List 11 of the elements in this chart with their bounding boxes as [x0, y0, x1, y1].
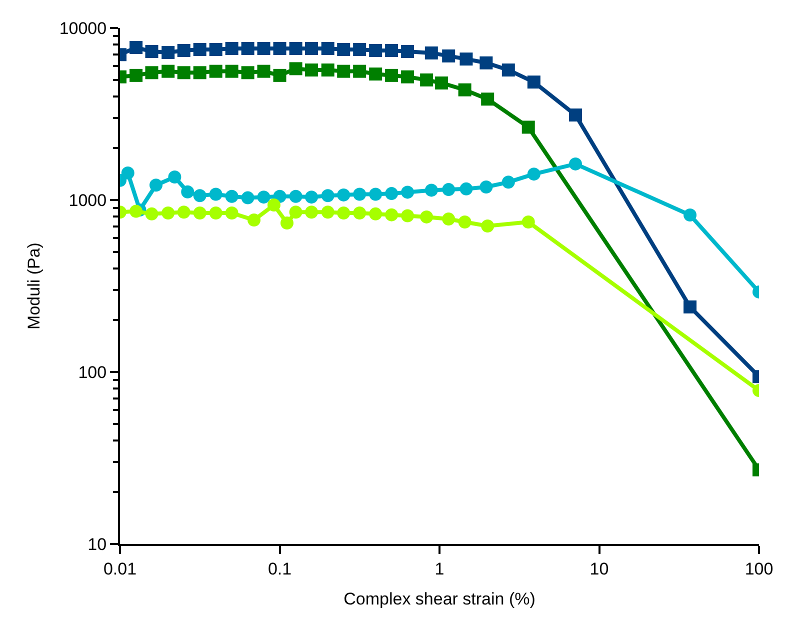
x-tick-label: 100	[744, 559, 774, 578]
x-tick-label: 0.01	[103, 559, 137, 578]
x-tick-label: 1	[434, 559, 444, 578]
y-tick-label: 100	[78, 362, 107, 382]
y-tick-label: 10	[88, 534, 107, 554]
x-tick-label: 10	[590, 559, 609, 578]
y-tick-label: 10000	[59, 18, 107, 38]
x-axis-title: Complex shear strain (%)	[344, 589, 536, 608]
y-axis-title: Moduli (Pa)	[24, 242, 44, 330]
x-tick-label: 0.1	[268, 559, 292, 578]
y-tick-label: 1000	[68, 190, 107, 210]
